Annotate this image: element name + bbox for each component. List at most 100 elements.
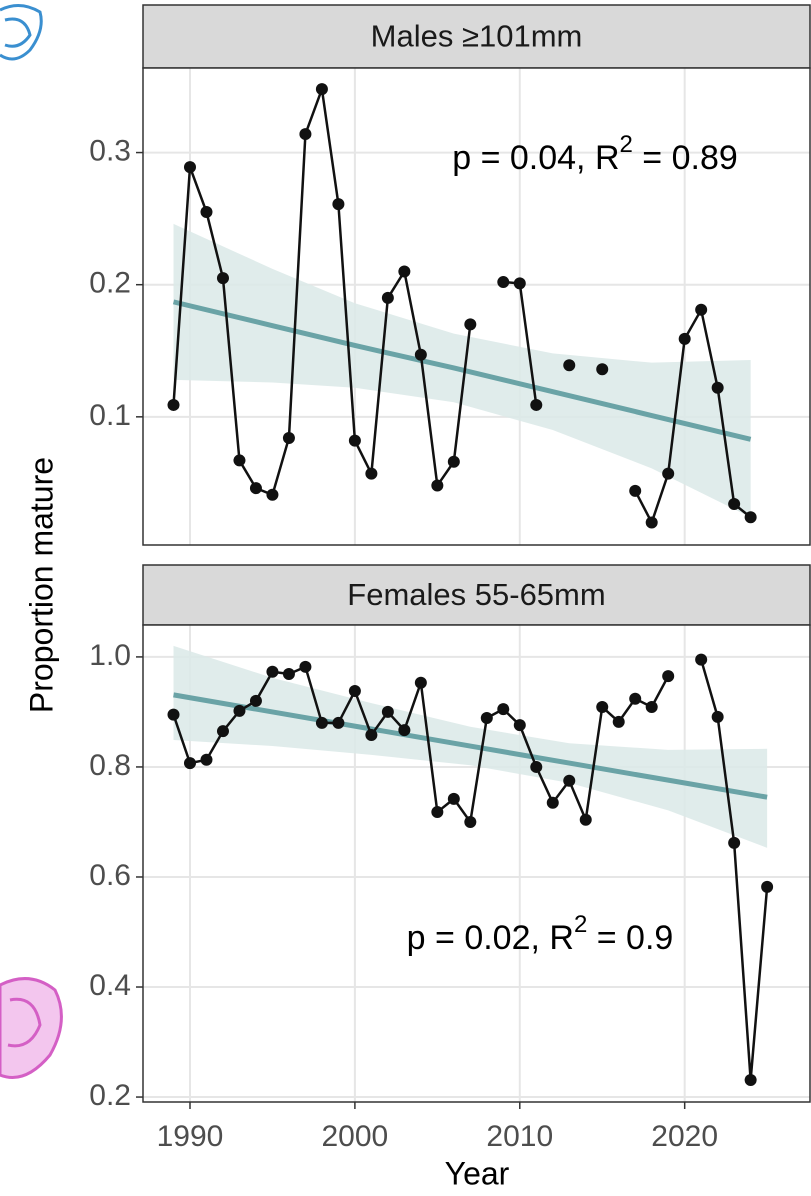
data-point	[513, 719, 526, 732]
data-point	[167, 398, 180, 411]
data-point	[233, 704, 246, 717]
data-point	[216, 725, 229, 738]
data-point	[315, 716, 328, 729]
data-point	[530, 398, 543, 411]
data-point	[744, 1073, 757, 1086]
panel-title: Females 55-65mm	[347, 577, 605, 612]
data-point	[546, 796, 559, 809]
data-point	[464, 815, 477, 828]
data-point	[431, 806, 444, 819]
data-point	[266, 488, 279, 501]
x-tick-label: 2010	[486, 1120, 553, 1153]
data-point	[398, 265, 411, 278]
y-tick-label: 0.1	[89, 399, 131, 432]
crab-icon	[0, 4, 43, 61]
annotation-part: 2	[620, 131, 633, 158]
data-point	[282, 667, 295, 680]
y-tick-label: 0.8	[89, 749, 131, 782]
data-point	[365, 729, 378, 742]
data-point	[612, 715, 625, 728]
data-point	[414, 348, 427, 361]
y-tick-label: 0.2	[89, 1079, 131, 1112]
data-point	[381, 705, 394, 718]
x-tick-label: 2000	[322, 1120, 389, 1153]
data-point	[233, 454, 246, 467]
annotation: p = 0.02, R2 = 0.9	[407, 911, 674, 957]
data-point	[563, 359, 576, 372]
data-point	[513, 277, 526, 290]
data-point	[711, 710, 724, 723]
data-point	[431, 479, 444, 492]
data-point	[645, 516, 658, 529]
trend-line	[173, 692, 768, 800]
data-point	[299, 128, 312, 141]
data-point	[596, 363, 609, 376]
data-point	[249, 482, 262, 495]
data-point	[711, 381, 724, 394]
data-point	[497, 703, 510, 716]
data-point	[348, 685, 361, 698]
data-point	[183, 757, 196, 770]
trend-line	[172, 299, 752, 442]
x-axis-title: Year	[445, 1155, 510, 1191]
strip	[142, 564, 811, 626]
data-point	[315, 83, 328, 96]
data-point	[695, 653, 708, 666]
data-point	[629, 484, 642, 497]
data-point	[216, 272, 229, 285]
data-point	[579, 813, 592, 826]
data-point	[662, 467, 675, 480]
data-point	[695, 303, 708, 316]
annotation-part: p = 0.04, R	[452, 139, 619, 177]
data-point	[282, 431, 295, 444]
panel-border	[142, 67, 811, 546]
data-point	[728, 836, 741, 849]
data-point	[645, 700, 658, 713]
data-point	[299, 660, 312, 673]
y-axis-title: Proportion mature	[23, 457, 59, 713]
annotation-part: = 0.89	[633, 139, 738, 177]
annotation-part: p = 0.02, R	[407, 919, 574, 957]
data-point	[629, 692, 642, 705]
data-point	[761, 880, 774, 893]
x-tick-label: 2020	[651, 1120, 718, 1153]
strip	[142, 4, 811, 69]
panel-border	[142, 624, 811, 1103]
data-point	[249, 694, 262, 707]
data-point	[464, 318, 477, 331]
data-point	[480, 711, 493, 724]
data-point	[200, 753, 213, 766]
data-point	[348, 434, 361, 447]
data-point	[728, 498, 741, 511]
data-point	[200, 206, 213, 219]
data-line	[634, 306, 752, 526]
panel-title: Males ≥101mm	[371, 19, 583, 54]
y-tick-label: 0.2	[89, 267, 131, 300]
data-point	[332, 716, 345, 729]
crab-icon	[0, 977, 63, 1079]
data-point	[414, 676, 427, 689]
data-point	[596, 700, 609, 713]
data-point	[365, 467, 378, 480]
data-point	[381, 291, 394, 304]
data-point	[183, 161, 196, 174]
data-point	[447, 792, 460, 805]
data-point	[332, 198, 345, 211]
data-point	[447, 455, 460, 468]
y-tick-label: 0.3	[89, 134, 131, 167]
annotation: p = 0.04, R2 = 0.89	[452, 131, 738, 177]
y-tick-label: 0.6	[89, 859, 131, 892]
data-point	[266, 665, 279, 678]
y-tick-label: 1.0	[89, 639, 131, 672]
data-point	[563, 774, 576, 787]
data-point	[530, 760, 543, 773]
data-point	[662, 670, 675, 683]
x-tick-label: 1990	[157, 1120, 224, 1153]
data-point	[497, 276, 510, 289]
data-point	[167, 708, 180, 721]
y-tick-label: 0.4	[89, 969, 131, 1002]
data-point	[398, 724, 411, 737]
annotation-part: = 0.9	[587, 919, 673, 957]
annotation-part: 2	[574, 911, 587, 938]
